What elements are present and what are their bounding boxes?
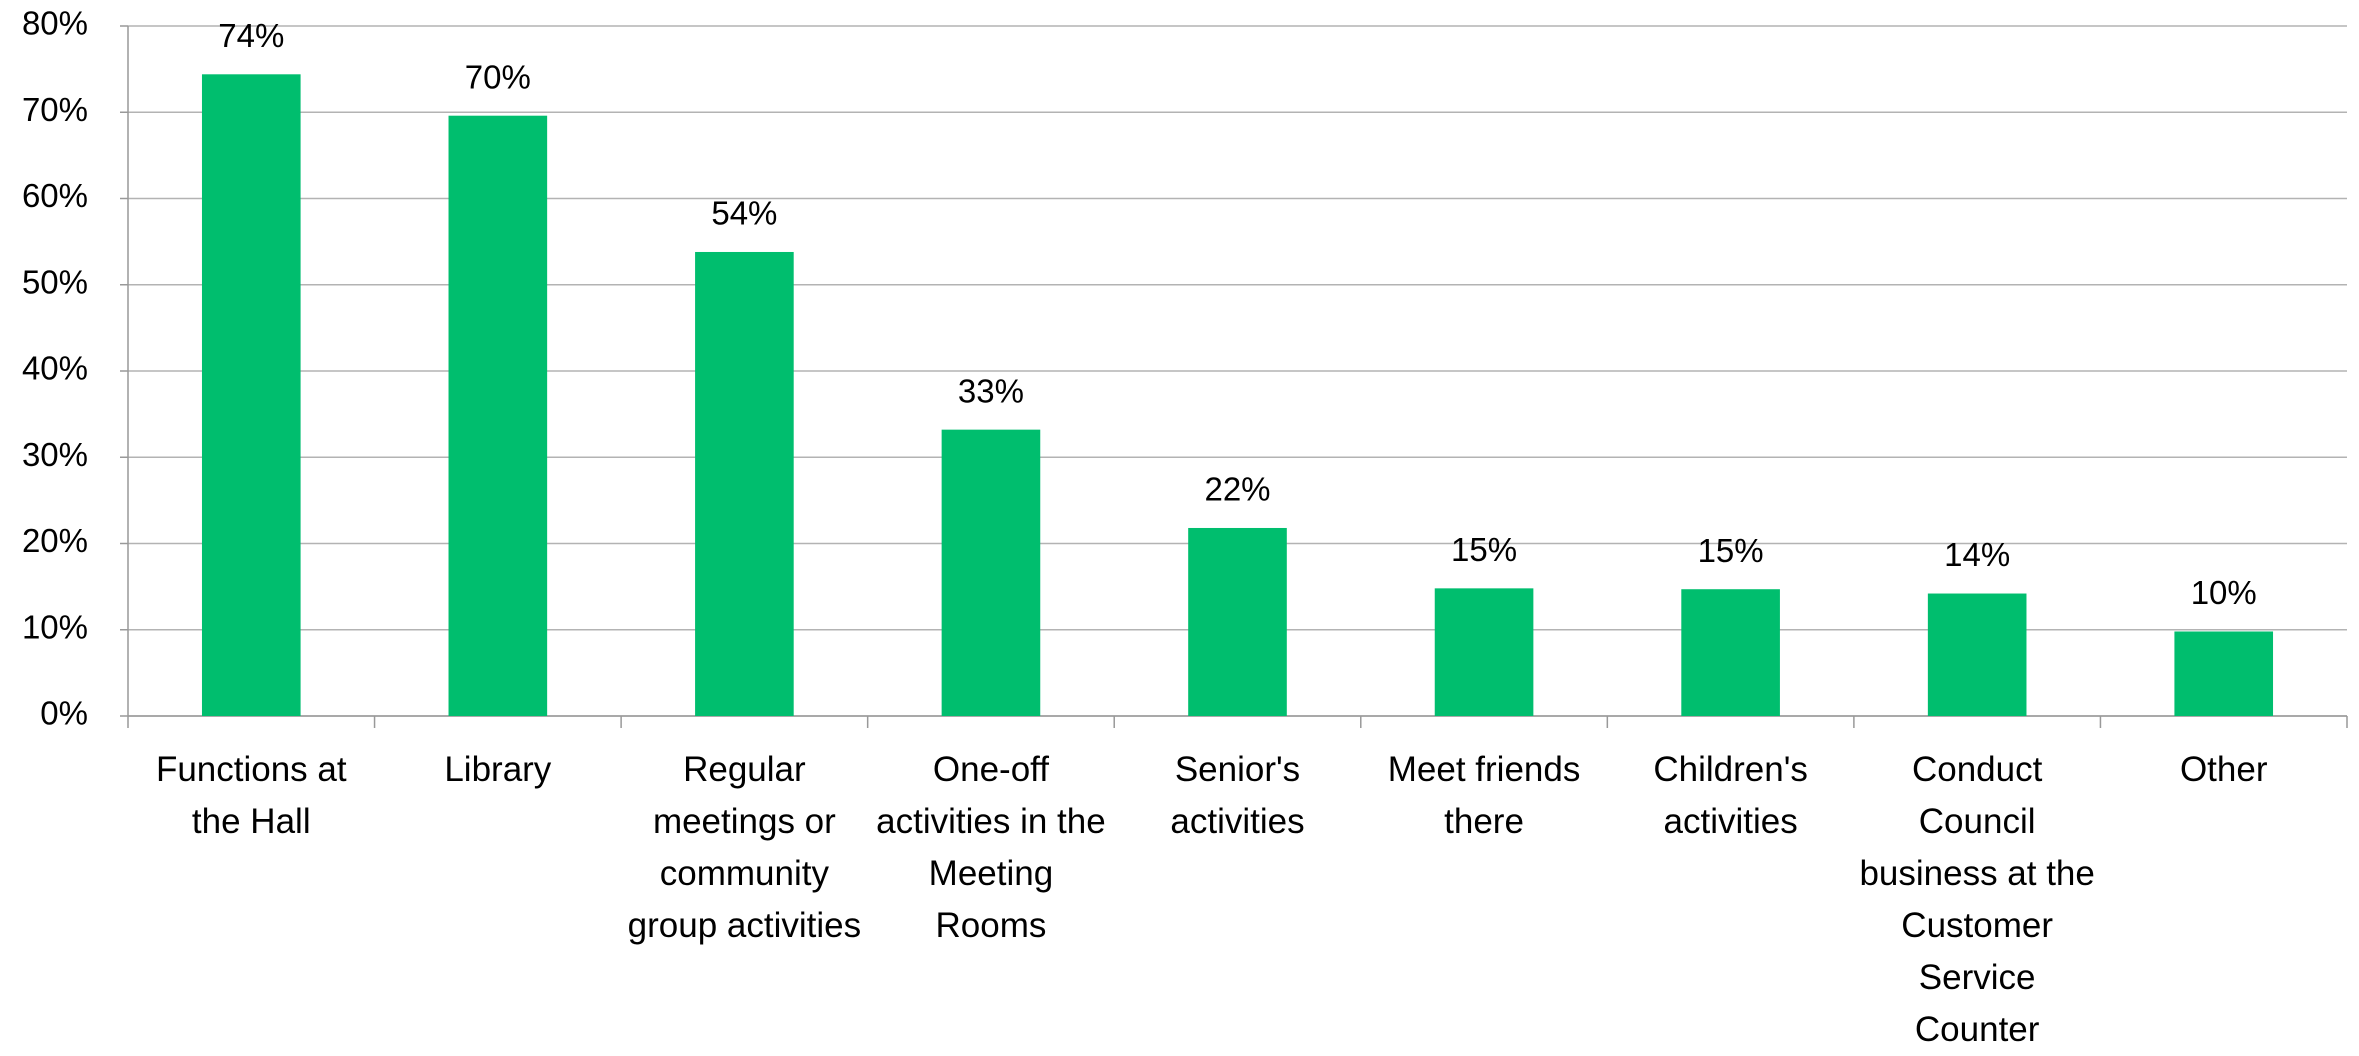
value-label: 22%	[1204, 471, 1270, 508]
y-tick-label: 30%	[22, 436, 88, 473]
x-tick-label: One-off activities in the Meeting Rooms	[876, 750, 1106, 945]
value-label: 54%	[711, 195, 777, 232]
y-tick-label: 10%	[22, 608, 88, 645]
bar	[695, 251, 794, 716]
y-tick-label: 50%	[22, 263, 88, 300]
x-tick-label: Children's activities	[1653, 750, 1808, 841]
y-tick-label: 80%	[22, 5, 88, 42]
x-tick-label: Senior's activities	[1170, 750, 1305, 841]
bar	[201, 74, 301, 717]
bar	[448, 115, 548, 716]
value-label: 15%	[1698, 532, 1764, 569]
bar	[1927, 593, 2027, 716]
y-tick-label: 70%	[22, 91, 88, 128]
y-tick-label: 60%	[22, 177, 88, 214]
y-tick-label: 20%	[22, 522, 88, 559]
bar	[1681, 589, 1780, 716]
x-tick-label: Regular meetings or community group acti…	[627, 750, 862, 945]
bar	[2174, 631, 2274, 716]
x-tick-label: Functions at the Hall	[155, 750, 347, 841]
bar	[1188, 527, 1287, 716]
value-label: 15%	[1451, 531, 1517, 568]
value-label: 14%	[1944, 536, 2010, 573]
y-tick-label: 0%	[40, 695, 88, 732]
x-tick-label: Library	[444, 750, 552, 789]
x-tick-label: Conduct Council business at the Customer…	[1859, 750, 2095, 1049]
bar	[1434, 588, 1534, 716]
x-tick-label: Meet friends there	[1387, 750, 1581, 841]
value-label: 70%	[465, 58, 531, 95]
value-label: 10%	[2191, 574, 2257, 611]
value-label: 74%	[218, 17, 284, 54]
y-tick-label: 40%	[22, 350, 88, 387]
bar	[941, 429, 1041, 716]
x-tick-label: Other	[2179, 750, 2268, 789]
value-label: 33%	[958, 372, 1024, 409]
